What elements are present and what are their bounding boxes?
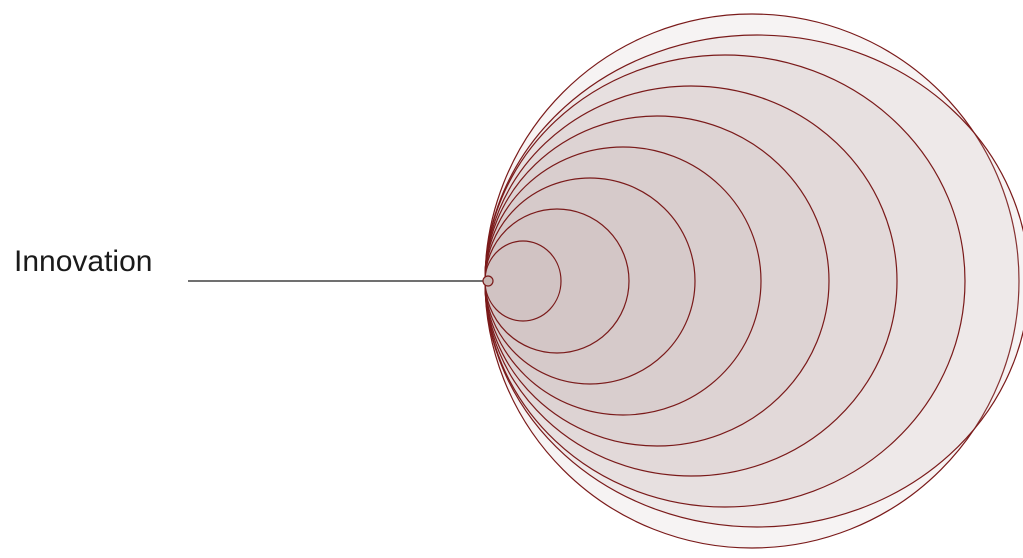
innovation-label: Innovation (14, 245, 152, 278)
origin-dot (482, 275, 494, 287)
concentric-rings (484, 13, 1023, 549)
ring-1 (484, 240, 562, 322)
